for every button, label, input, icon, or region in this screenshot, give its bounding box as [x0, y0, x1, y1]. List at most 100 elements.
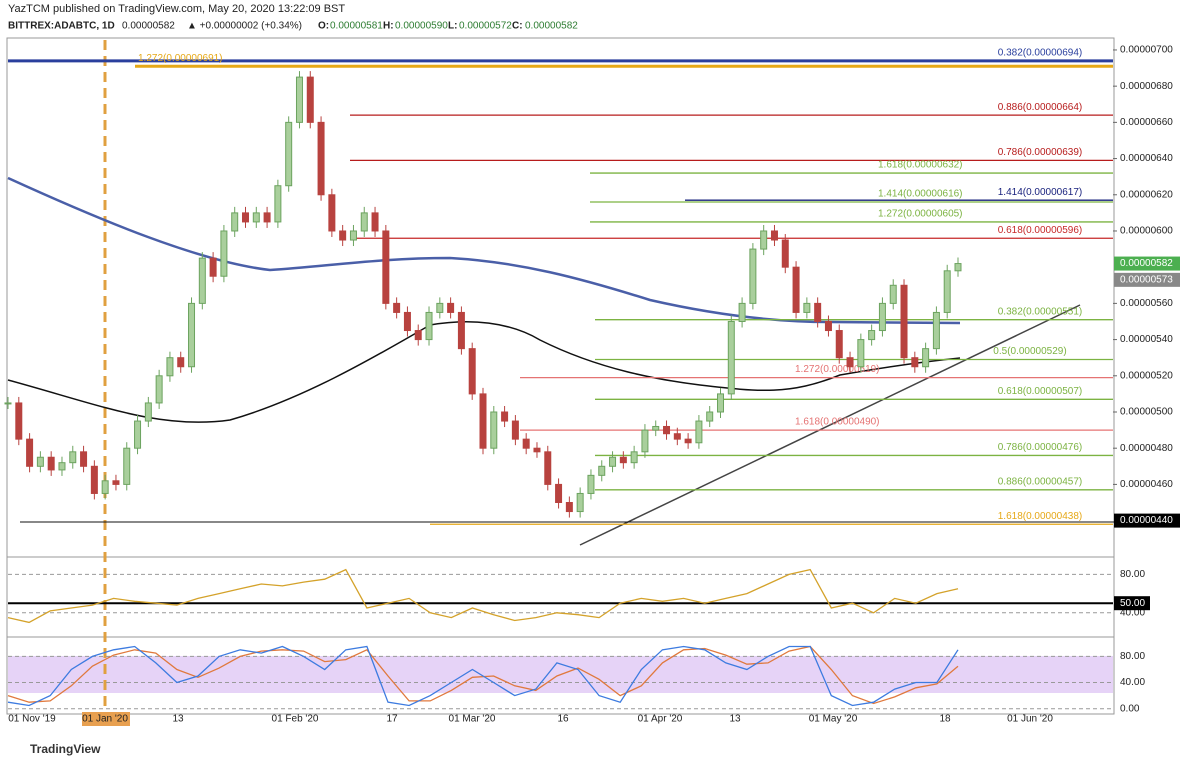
candle-body	[69, 451, 77, 464]
fib-label: 1.272(0.00000519)	[795, 364, 880, 375]
candle-body	[166, 357, 174, 377]
candle-body	[47, 456, 55, 471]
candle-body	[922, 348, 930, 368]
price-tag	[1114, 272, 1180, 287]
fib-label: 1.272(0.00000605)	[878, 209, 963, 220]
close: 0.00000582	[525, 21, 578, 32]
candle-body	[770, 230, 778, 241]
pane-tick-label: 80.00	[1120, 569, 1145, 580]
candle-body	[58, 462, 66, 471]
fib-label: 0.382(0.00000551)	[998, 306, 1083, 317]
candle-body	[663, 425, 671, 435]
candle-body	[803, 302, 811, 313]
fib-label: 1.618(0.00000438)	[998, 511, 1083, 522]
candle-body	[436, 302, 444, 313]
candle-body	[393, 302, 401, 313]
candle-body	[339, 230, 347, 241]
candle-body	[835, 330, 843, 359]
candle-body	[425, 311, 433, 341]
candle-body	[943, 270, 951, 313]
candle-body	[112, 480, 120, 485]
candle-body	[846, 357, 854, 368]
fib-label: 1.414(0.00000617)	[998, 187, 1083, 198]
x-tick-label: 18	[939, 714, 951, 725]
candle-body	[447, 302, 455, 313]
candle-body	[36, 456, 44, 467]
ma-200	[7, 176, 961, 325]
rsi-tag-label: 50.00	[1120, 598, 1145, 609]
k-line	[7, 645, 959, 707]
h-label: H:	[383, 21, 394, 32]
candle-body	[26, 438, 34, 467]
candle-body	[706, 411, 714, 422]
candle-body	[501, 411, 509, 422]
candle-body	[15, 402, 23, 440]
pane-tick-label: 0.00	[1120, 703, 1140, 714]
candle-body	[619, 456, 627, 464]
fib-label: 0.786(0.00000476)	[998, 442, 1083, 453]
candle-body	[177, 357, 185, 368]
candle-body	[382, 230, 390, 304]
x-tick-label: 01 Feb '20	[272, 714, 319, 725]
y-tick-label: 0.00000620	[1120, 189, 1173, 200]
fib-label: 0.886(0.00000457)	[998, 476, 1083, 487]
values-line	[7, 568, 959, 624]
symbol: BITTREX:ADABTC, 1D	[8, 21, 115, 32]
candle-body	[889, 284, 897, 304]
candle-body	[609, 456, 617, 467]
candle-body	[878, 302, 886, 332]
pane-tick-label: 40.00	[1120, 677, 1145, 688]
y-tick-label: 0.00000460	[1120, 479, 1173, 490]
candle-body	[144, 402, 152, 422]
x-tick-label: 13	[172, 714, 184, 725]
fib-label: 1.618(0.00000632)	[878, 160, 963, 171]
candle-body	[814, 302, 822, 322]
candle-body	[90, 465, 98, 494]
candle-body	[900, 284, 908, 359]
candle-body	[80, 451, 88, 467]
candle-body	[317, 121, 325, 196]
y-tick-label: 0.00000480	[1120, 443, 1173, 454]
candle-body	[155, 375, 163, 404]
y-tick-label: 0.00000660	[1120, 117, 1173, 128]
candle-body	[544, 451, 552, 485]
candle-body	[101, 480, 109, 494]
candle-body	[749, 248, 757, 304]
high: 0.00000590	[395, 21, 448, 32]
candle-body	[555, 483, 563, 504]
candle-body	[738, 302, 746, 322]
rsi-tag	[1114, 596, 1150, 611]
candle-body	[857, 339, 865, 368]
fib-label: 0.382(0.00000694)	[998, 47, 1083, 58]
candle-body	[306, 76, 314, 123]
last: 0.00000582	[122, 21, 175, 32]
candle-body	[242, 212, 249, 223]
x-tick-label: 01 Mar '20	[449, 714, 496, 725]
fib-label: 1.414(0.00000616)	[878, 189, 963, 200]
fib-label: 0.786(0.00000639)	[998, 147, 1083, 158]
candle-body	[824, 320, 832, 332]
fib-label: 1.618(0.00000490)	[795, 417, 880, 428]
candle-body	[328, 194, 336, 232]
o-label: O:	[318, 21, 329, 32]
candle-body	[198, 257, 206, 304]
x-tick-label: 01 May '20	[809, 714, 858, 725]
c-label: C:	[512, 21, 523, 32]
candle-body	[911, 357, 919, 368]
fib-label: 0.618(0.00000596)	[998, 225, 1083, 236]
y-tick-label: 0.00000520	[1120, 370, 1173, 381]
candle-body	[565, 502, 573, 513]
change: ▲ +0.00000002 (+0.34%)	[187, 21, 302, 32]
candle-body	[792, 266, 800, 313]
trendline	[579, 304, 1081, 546]
footer-logo: TradingView	[30, 742, 101, 756]
y-tick-label: 0.00000540	[1120, 334, 1173, 345]
fib-label: 0.5(0.00000529)	[993, 346, 1066, 357]
candle-body	[4, 402, 12, 405]
candle-body	[954, 263, 962, 272]
candle-body	[209, 257, 217, 277]
candle-body	[533, 447, 541, 453]
price-tag-label: 0.00000582	[1120, 258, 1173, 269]
l-label: L:	[448, 21, 457, 32]
